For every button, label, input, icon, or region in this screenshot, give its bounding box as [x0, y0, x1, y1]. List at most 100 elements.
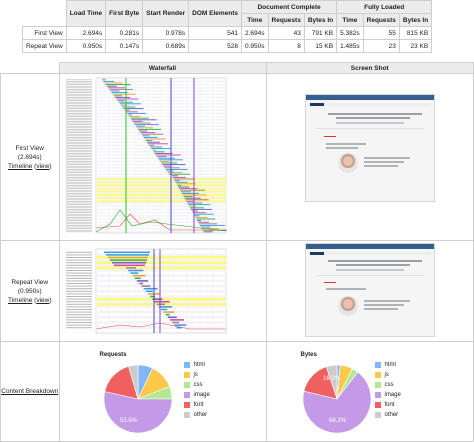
cell: 23 KB: [399, 40, 431, 53]
row-stripe: [96, 135, 226, 137]
request-bar: [168, 174, 189, 175]
screenshot-thumbnail[interactable]: [305, 243, 435, 337]
request-label: [66, 322, 92, 323]
legend-swatch: [184, 392, 190, 398]
waterfall-header: Waterfall: [59, 63, 266, 74]
request-label: [66, 270, 92, 271]
repeat-view-waterfall[interactable]: [59, 241, 266, 342]
request-label: [66, 283, 92, 284]
cell: 528: [189, 40, 242, 53]
request-label: [66, 299, 92, 300]
request-label: [66, 288, 92, 289]
request-label: [66, 175, 92, 176]
request-label: [66, 116, 92, 117]
pie-label: 68.2%: [329, 418, 347, 424]
request-bar: [149, 145, 154, 146]
request-bar: [120, 103, 141, 104]
request-bar: [151, 148, 170, 149]
row-stripe: [96, 113, 226, 115]
request-label: [66, 204, 92, 205]
timeline-link[interactable]: Timeline: [8, 297, 32, 304]
request-bar: [122, 107, 135, 108]
repeat-view-label: Repeat View (0.950s) Timeline (view): [1, 241, 60, 342]
request-label: [66, 206, 92, 207]
request-label: [66, 275, 92, 276]
request-bar: [188, 204, 210, 205]
request-label: [66, 118, 92, 119]
request-label: [66, 113, 92, 114]
request-bar: [109, 89, 133, 90]
avatar: [338, 153, 358, 173]
request-bar: [146, 142, 159, 143]
request-bar: [106, 86, 116, 87]
request-label: [66, 217, 92, 218]
request-bar: [161, 309, 167, 311]
pie-label: 53.5%: [120, 418, 138, 424]
repeat-view-screenshot[interactable]: [266, 241, 474, 342]
request-label: [66, 196, 92, 197]
row-stripe: [96, 177, 226, 179]
request-label: [66, 119, 92, 120]
request-label: [66, 111, 92, 112]
request-label: [66, 102, 92, 103]
row-stripe: [96, 170, 226, 172]
request-bar: [114, 265, 145, 267]
request-bar: [199, 225, 224, 226]
legend-label: css: [385, 382, 394, 388]
request-bar: [138, 129, 161, 130]
request-bar: [163, 166, 171, 167]
cell: 0.281s: [106, 27, 143, 40]
table-row: First View 2.694s 0.281s 0.978s 541 2.69…: [23, 27, 432, 40]
request-label: [66, 309, 92, 310]
timeline-view-link[interactable]: view: [36, 163, 49, 170]
request-label: [66, 267, 92, 268]
row-stripe: [96, 285, 226, 288]
screenshot-thumbnail[interactable]: [305, 94, 435, 202]
first-view-screenshot[interactable]: [266, 74, 474, 241]
col-first-byte: First Byte: [106, 1, 143, 27]
waterfall-chart: [60, 241, 266, 339]
request-bar: [134, 124, 158, 125]
request-label: [66, 127, 92, 128]
legend-item-js: js: [184, 370, 210, 380]
request-bar: [191, 211, 197, 212]
cell: 1.485s: [337, 40, 364, 53]
request-label: [66, 215, 92, 216]
request-bar: [112, 262, 146, 264]
legend-item-css: css: [375, 380, 401, 390]
request-bar: [194, 215, 199, 216]
row-stripe: [96, 173, 226, 175]
request-label: [66, 222, 92, 223]
request-label: [66, 87, 92, 88]
request-bar: [200, 227, 210, 228]
content-breakdown-link[interactable]: Content Breakdown: [1, 388, 58, 395]
request-bar: [129, 116, 140, 117]
request-label: [66, 166, 92, 167]
group-fully-loaded: Fully Loaded: [337, 1, 432, 14]
request-bar: [187, 203, 202, 204]
legend-swatch: [184, 382, 190, 388]
timeline-view-link[interactable]: view: [36, 297, 49, 304]
timeline-link[interactable]: Timeline: [8, 163, 32, 170]
cell: 55: [363, 27, 399, 40]
request-bar: [112, 94, 135, 95]
request-bar: [148, 143, 168, 144]
request-label: [66, 296, 92, 297]
request-bar: [155, 155, 180, 156]
row-stripe: [96, 122, 226, 124]
request-label: [66, 142, 92, 143]
table-row: Repeat View 0.950s 0.147s 0.689s 528 0.9…: [23, 40, 432, 53]
request-label: [66, 100, 92, 101]
request-label: [66, 252, 92, 253]
col-load-time: Load Time: [66, 1, 105, 27]
request-label: [66, 171, 92, 172]
request-label: [66, 207, 92, 208]
request-label: [66, 103, 92, 104]
request-label: [66, 317, 92, 318]
first-view-waterfall[interactable]: [59, 74, 266, 241]
row-stripe: [96, 103, 226, 105]
request-label: [66, 301, 92, 302]
row-stripe: [96, 280, 226, 283]
request-label: [66, 110, 92, 111]
request-label: [66, 89, 92, 90]
